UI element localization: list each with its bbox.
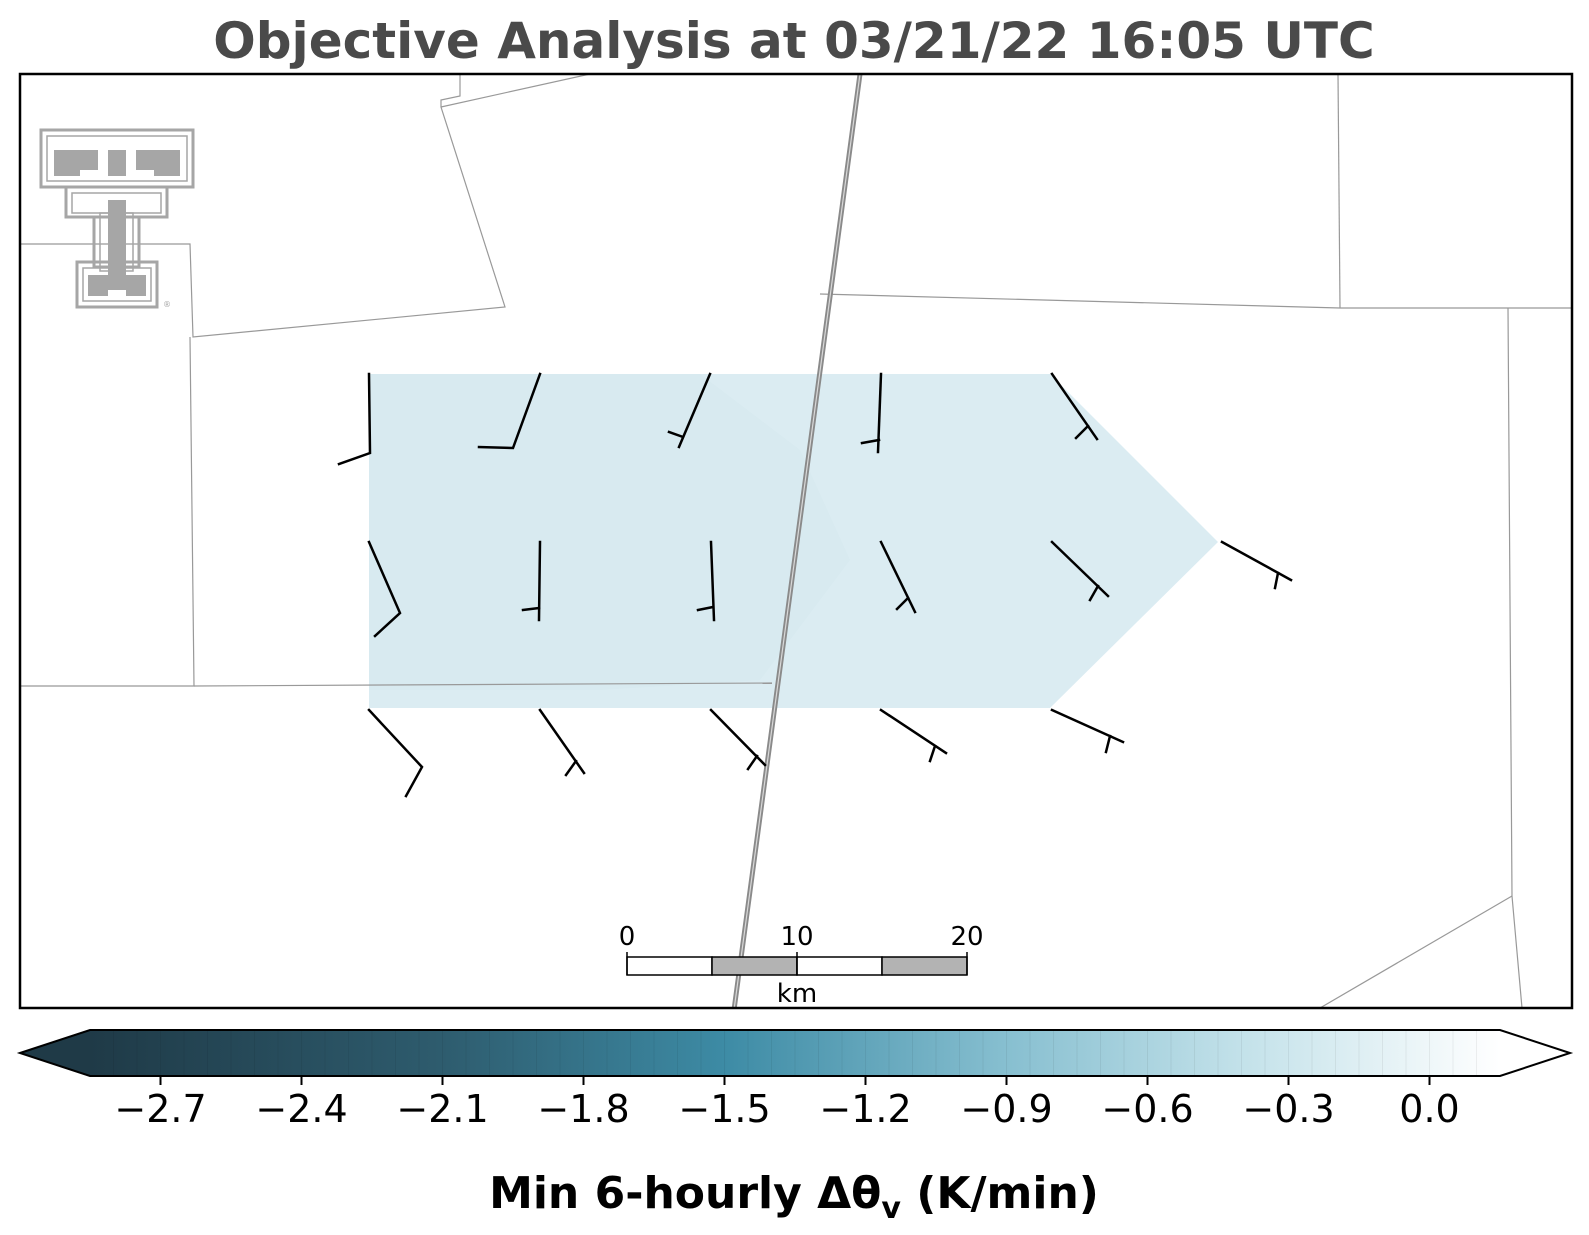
colorbar-label-units: (K/min) bbox=[901, 1168, 1099, 1219]
colorbar-outline bbox=[16, 1029, 1574, 1077]
logo-fill-right bbox=[136, 150, 180, 176]
county-line bbox=[1337, 74, 1341, 309]
wind-barb bbox=[709, 708, 767, 771]
wind-barb bbox=[1220, 540, 1293, 590]
scale-label-0: 0 bbox=[619, 922, 636, 952]
scale-unit: km bbox=[777, 979, 817, 1009]
county-line bbox=[20, 74, 506, 338]
wind-barb bbox=[879, 708, 948, 763]
wind-barb bbox=[521, 540, 542, 622]
colorbar-tick-label: −2.4 bbox=[255, 1087, 347, 1131]
colorbar-tick-label: 0.0 bbox=[1399, 1087, 1459, 1131]
scale-segment bbox=[711, 956, 798, 976]
scale-segment bbox=[626, 956, 713, 976]
colorbar-tick-label: −2.1 bbox=[396, 1087, 488, 1131]
wind-barb bbox=[367, 708, 424, 798]
colorbar-label-main: Min 6-hourly Δθ bbox=[489, 1168, 881, 1219]
county-line bbox=[193, 682, 773, 687]
wind-barb bbox=[696, 540, 716, 622]
highway-center bbox=[733, 74, 861, 1008]
colorbar-tick-label: −0.6 bbox=[1101, 1087, 1193, 1131]
colorbar-extend-max bbox=[1500, 1030, 1570, 1076]
logo-fill-base-left bbox=[88, 275, 108, 296]
colorbar-segments bbox=[113, 1030, 1477, 1076]
colorbar-tick-label: −0.3 bbox=[1242, 1087, 1334, 1131]
wind-barb bbox=[1050, 540, 1110, 602]
wind-barb bbox=[538, 708, 586, 777]
wind-barbs bbox=[337, 372, 1293, 798]
wind-barb bbox=[367, 540, 402, 638]
colorbar-label-subscript: v bbox=[881, 1191, 901, 1226]
colorbar-ticks: −2.7 −2.4 −2.1 −1.8 −1.5 −1.2 −0.9 −0.6 −0.3 0.0 bbox=[114, 1076, 1460, 1131]
scale-label-20: 20 bbox=[950, 922, 983, 952]
colorbar-tick-label: −1.5 bbox=[678, 1087, 770, 1131]
scale-segment bbox=[796, 956, 883, 976]
analysis-field-inner bbox=[369, 374, 850, 690]
wind-barb bbox=[879, 540, 917, 614]
wind-barb bbox=[477, 372, 542, 450]
map-frame bbox=[18, 72, 1574, 1010]
map-panel: ® 0 10 20 km bbox=[20, 74, 1572, 1009]
wind-barb bbox=[860, 372, 883, 454]
chart-title: Objective Analysis at 03/21/22 16:05 UTC bbox=[213, 12, 1374, 70]
colorbar-extend-min bbox=[20, 1030, 90, 1076]
colorbar-tick-label: −1.8 bbox=[537, 1087, 629, 1131]
colorbar-tick-label: −0.9 bbox=[960, 1087, 1052, 1131]
county-line bbox=[440, 74, 591, 108]
wind-barb bbox=[667, 372, 712, 449]
logo-fill-base-right bbox=[126, 275, 146, 296]
wind-barb bbox=[1050, 708, 1125, 754]
texas-tech-double-t-logo: ® bbox=[39, 128, 195, 309]
colorbar-fill bbox=[90, 1030, 1500, 1076]
colorbar: −2.7 −2.4 −2.1 −1.8 −1.5 −1.2 −0.9 −0.6 −0.3 0.0 … bbox=[16, 1029, 1574, 1226]
logo-fill-stem bbox=[108, 200, 126, 290]
county-boundaries bbox=[20, 74, 1572, 1008]
logo-fill-left bbox=[54, 150, 98, 176]
colorbar-label: Min 6-hourly Δθv (K/min) bbox=[489, 1168, 1099, 1226]
scale-label-10: 10 bbox=[780, 922, 813, 952]
highway bbox=[731, 74, 863, 1008]
scale-bar: 0 10 20 km bbox=[619, 922, 984, 1009]
colorbar-tick-label: −1.2 bbox=[819, 1087, 911, 1131]
logo-fill-center bbox=[108, 150, 126, 176]
wind-barb bbox=[1050, 372, 1099, 441]
scale-segment bbox=[881, 956, 968, 976]
county-line bbox=[1319, 895, 1513, 1008]
colorbar-tick-label: −2.7 bbox=[114, 1087, 206, 1131]
wind-barb bbox=[337, 372, 372, 466]
logo-registered-mark: ® bbox=[163, 300, 171, 309]
